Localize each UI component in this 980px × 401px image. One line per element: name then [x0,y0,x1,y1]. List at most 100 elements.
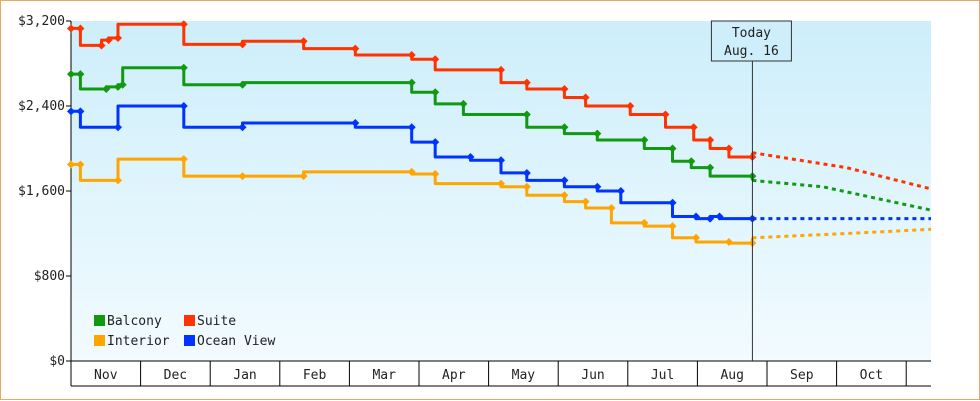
data-point-interior[interactable] [497,179,505,188]
data-point-suite[interactable] [76,24,85,33]
data-point-suite[interactable] [97,41,106,50]
data-point-ocean-view[interactable] [715,212,724,221]
data-point-suite[interactable] [522,78,531,87]
data-point-ocean-view[interactable] [351,119,360,127]
data-point-ocean-view[interactable] [238,123,247,132]
data-point-ocean-view[interactable] [179,102,188,110]
data-point-suite[interactable] [238,40,247,49]
today-marker: Today Aug. 16 [710,20,792,361]
today-label: Today [732,26,771,41]
data-point-balcony[interactable] [687,157,696,166]
data-point-balcony[interactable] [640,136,649,144]
data-point-balcony[interactable] [560,123,569,132]
x-month-label: Jun [581,368,604,383]
data-point-interior[interactable] [560,191,569,200]
legend-label-ocean-view: Ocean View [197,334,275,349]
x-month-label: Apr [442,368,466,383]
today-date: Aug. 16 [724,44,779,59]
series-line-interior [71,157,754,245]
data-point-ocean-view[interactable] [593,182,602,191]
data-point-interior[interactable] [522,182,531,191]
data-point-ocean-view[interactable] [706,214,715,223]
data-point-balcony[interactable] [76,70,85,79]
forecast-line-balcony [752,178,932,212]
data-point-interior[interactable] [724,238,733,246]
legend-swatch-ocean-view [184,335,195,346]
data-point-ocean-view[interactable] [522,168,531,177]
series-balcony [67,63,932,212]
data-point-ocean-view[interactable] [668,198,677,207]
x-month-label: Oct [860,368,883,383]
data-point-suite[interactable] [113,34,122,42]
series-suite [67,20,932,191]
data-point-balcony[interactable] [706,163,715,172]
data-point-balcony[interactable] [102,85,111,93]
data-point-ocean-view[interactable] [67,107,75,116]
data-point-suite[interactable] [299,37,308,46]
data-point-ocean-view[interactable] [76,107,85,116]
series-ocean-view [67,102,931,223]
legend-swatch-balcony [94,315,105,326]
x-month-label: Aug [720,368,743,383]
data-point-balcony[interactable] [179,63,188,72]
y-tick-label: $0 [49,354,65,369]
data-point-suite[interactable] [581,93,590,102]
data-point-ocean-view[interactable] [497,156,505,165]
forecast-line-suite [752,151,932,191]
data-point-interior[interactable] [113,176,122,185]
data-point-suite[interactable] [497,65,505,74]
x-month-label: May [512,368,536,383]
data-point-ocean-view[interactable] [692,212,701,221]
data-point-balcony[interactable] [238,80,247,89]
data-point-balcony[interactable] [459,99,468,108]
data-point-interior[interactable] [179,155,188,164]
data-point-balcony[interactable] [67,70,75,79]
data-point-suite[interactable] [431,55,440,64]
series-interior [67,155,932,248]
data-point-balcony[interactable] [522,110,531,119]
legend-swatch-suite [184,315,195,326]
data-point-ocean-view[interactable] [113,123,122,132]
data-point-interior[interactable] [76,160,85,169]
data-point-balcony[interactable] [407,78,416,87]
data-point-ocean-view[interactable] [560,176,569,185]
data-point-ocean-view[interactable] [431,138,440,147]
x-month-label: Dec [164,368,187,383]
data-point-balcony[interactable] [431,88,440,97]
x-month-label: Nov [94,368,118,383]
data-point-suite[interactable] [104,36,113,45]
data-point-suite[interactable] [661,110,670,119]
data-point-suite[interactable] [626,102,635,110]
data-point-ocean-view[interactable] [466,153,475,161]
data-point-interior[interactable] [407,167,416,176]
data-point-interior[interactable] [238,172,247,181]
data-point-suite[interactable] [724,144,733,153]
data-point-suite[interactable] [179,20,188,29]
data-point-balcony[interactable] [593,129,602,138]
x-month-label: Feb [303,368,327,383]
data-point-interior[interactable] [607,204,616,212]
data-point-interior[interactable] [431,170,440,178]
data-point-suite[interactable] [67,24,75,33]
data-point-ocean-view[interactable] [616,187,625,195]
y-axis: $0 $800 $1,600 $2,400 $3,200 [18,14,72,386]
data-point-interior[interactable] [668,222,677,231]
data-point-suite[interactable] [689,123,698,132]
data-point-interior[interactable] [67,160,75,169]
data-point-interior[interactable] [640,218,649,227]
data-point-balcony[interactable] [118,80,127,89]
data-point-suite[interactable] [706,136,715,144]
data-point-suite[interactable] [560,85,569,93]
data-point-interior[interactable] [299,172,308,181]
data-point-suite[interactable] [351,44,360,53]
x-axis: Nov Dec Jan Feb Mar Apr May Jun Jul Aug Sep Oct [70,360,931,387]
legend-label-suite: Suite [197,314,236,329]
data-point-ocean-view[interactable] [407,123,416,132]
data-point-interior[interactable] [581,197,590,206]
x-month-label: Mar [372,368,396,383]
data-point-interior[interactable] [692,233,701,242]
data-point-balcony[interactable] [668,144,677,153]
y-tick-label: $2,400 [18,99,65,114]
data-point-suite[interactable] [407,51,416,59]
